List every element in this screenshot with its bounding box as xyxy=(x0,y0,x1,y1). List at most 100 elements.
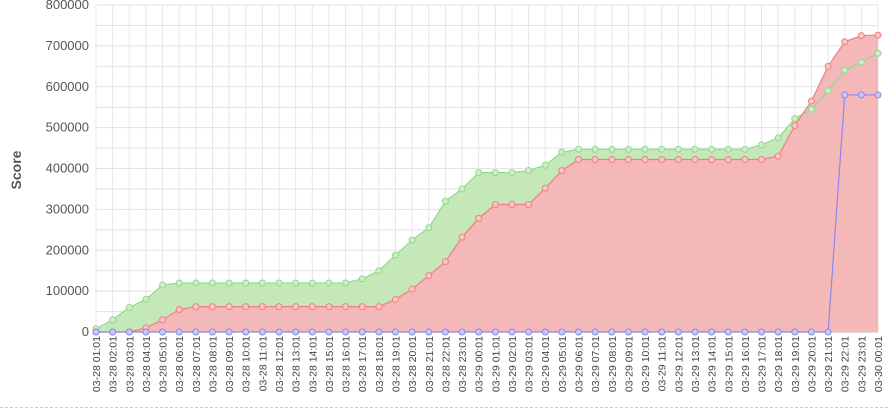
series-3-point[interactable] xyxy=(807,328,815,336)
series-3-point[interactable] xyxy=(242,328,250,336)
series-2-point[interactable] xyxy=(458,233,466,241)
series-1-point[interactable] xyxy=(591,145,599,153)
series-2-point[interactable] xyxy=(508,200,516,208)
series-2-point[interactable] xyxy=(658,156,666,164)
series-2-point[interactable] xyxy=(608,156,616,164)
series-3-point[interactable] xyxy=(275,328,283,336)
series-3-point[interactable] xyxy=(541,328,549,336)
series-3-point[interactable] xyxy=(208,328,216,336)
series-2-point[interactable] xyxy=(541,184,549,192)
series-3-point[interactable] xyxy=(441,328,449,336)
series-3-point[interactable] xyxy=(142,328,150,336)
series-1-point[interactable] xyxy=(658,145,666,153)
series-2-point[interactable] xyxy=(391,295,399,303)
series-1-point[interactable] xyxy=(724,145,732,153)
series-3-point[interactable] xyxy=(558,328,566,336)
series-3-point[interactable] xyxy=(342,328,350,336)
series-2-point[interactable] xyxy=(824,62,832,70)
series-3-point[interactable] xyxy=(175,328,183,336)
series-3-point[interactable] xyxy=(159,328,167,336)
series-1-point[interactable] xyxy=(774,134,782,142)
series-1-point[interactable] xyxy=(741,145,749,153)
series-1-point[interactable] xyxy=(408,236,416,244)
series-2-point[interactable] xyxy=(342,303,350,311)
series-2-point[interactable] xyxy=(491,200,499,208)
series-1-point[interactable] xyxy=(791,115,799,123)
series-3-point[interactable] xyxy=(508,328,516,336)
series-3-point[interactable] xyxy=(658,328,666,336)
series-2-point[interactable] xyxy=(308,303,316,311)
series-2-point[interactable] xyxy=(275,303,283,311)
series-1-point[interactable] xyxy=(242,279,250,287)
series-1-point[interactable] xyxy=(525,167,533,175)
series-2-point[interactable] xyxy=(641,156,649,164)
series-3-point[interactable] xyxy=(591,328,599,336)
series-1-point[interactable] xyxy=(608,145,616,153)
series-1-point[interactable] xyxy=(674,145,682,153)
series-2-point[interactable] xyxy=(591,156,599,164)
series-1-point[interactable] xyxy=(874,49,882,57)
series-3-point[interactable] xyxy=(425,328,433,336)
series-3-point[interactable] xyxy=(691,328,699,336)
series-3-point[interactable] xyxy=(674,328,682,336)
series-3-point[interactable] xyxy=(92,328,100,336)
series-3-point[interactable] xyxy=(758,328,766,336)
series-1-point[interactable] xyxy=(375,267,383,275)
series-3-point[interactable] xyxy=(375,328,383,336)
series-2-point[interactable] xyxy=(741,156,749,164)
series-2-point[interactable] xyxy=(691,156,699,164)
series-3-point[interactable] xyxy=(491,328,499,336)
series-1-point[interactable] xyxy=(458,185,466,193)
series-2-point[interactable] xyxy=(841,38,849,46)
series-3-point[interactable] xyxy=(708,328,716,336)
series-2-point[interactable] xyxy=(774,152,782,160)
series-1-point[interactable] xyxy=(807,105,815,113)
series-1-point[interactable] xyxy=(508,169,516,177)
series-1-point[interactable] xyxy=(142,295,150,303)
series-1-point[interactable] xyxy=(208,279,216,287)
series-1-point[interactable] xyxy=(342,279,350,287)
series-3-point[interactable] xyxy=(358,328,366,336)
series-3-point[interactable] xyxy=(824,328,832,336)
series-1-point[interactable] xyxy=(425,224,433,232)
series-3-point[interactable] xyxy=(391,328,399,336)
series-3-point[interactable] xyxy=(192,328,200,336)
series-1-point[interactable] xyxy=(841,66,849,74)
series-1-point[interactable] xyxy=(109,316,117,324)
series-1-point[interactable] xyxy=(441,197,449,205)
series-2-point[interactable] xyxy=(724,156,732,164)
series-2-point[interactable] xyxy=(242,303,250,311)
series-1-point[interactable] xyxy=(275,279,283,287)
series-3-point[interactable] xyxy=(774,328,782,336)
series-3-point[interactable] xyxy=(109,328,117,336)
series-1-point[interactable] xyxy=(558,148,566,156)
series-1-point[interactable] xyxy=(308,279,316,287)
series-1-point[interactable] xyxy=(641,145,649,153)
series-2-point[interactable] xyxy=(475,214,483,222)
series-3-point[interactable] xyxy=(874,91,882,99)
series-2-point[interactable] xyxy=(874,31,882,39)
series-1-point[interactable] xyxy=(541,161,549,169)
series-1-point[interactable] xyxy=(758,141,766,149)
series-1-point[interactable] xyxy=(125,303,133,311)
series-3-point[interactable] xyxy=(624,328,632,336)
series-1-point[interactable] xyxy=(159,281,167,289)
series-3-point[interactable] xyxy=(475,328,483,336)
series-1-point[interactable] xyxy=(491,169,499,177)
series-1-point[interactable] xyxy=(325,279,333,287)
series-2-point[interactable] xyxy=(624,156,632,164)
series-3-point[interactable] xyxy=(608,328,616,336)
series-3-point[interactable] xyxy=(641,328,649,336)
series-2-point[interactable] xyxy=(225,303,233,311)
series-2-point[interactable] xyxy=(292,303,300,311)
series-2-point[interactable] xyxy=(791,122,799,130)
series-2-point[interactable] xyxy=(525,200,533,208)
series-3-point[interactable] xyxy=(308,328,316,336)
series-3-point[interactable] xyxy=(292,328,300,336)
series-2-point[interactable] xyxy=(425,272,433,280)
series-3-point[interactable] xyxy=(458,328,466,336)
series-3-point[interactable] xyxy=(225,328,233,336)
series-1-point[interactable] xyxy=(225,279,233,287)
series-1-point[interactable] xyxy=(708,145,716,153)
series-2-point[interactable] xyxy=(325,303,333,311)
